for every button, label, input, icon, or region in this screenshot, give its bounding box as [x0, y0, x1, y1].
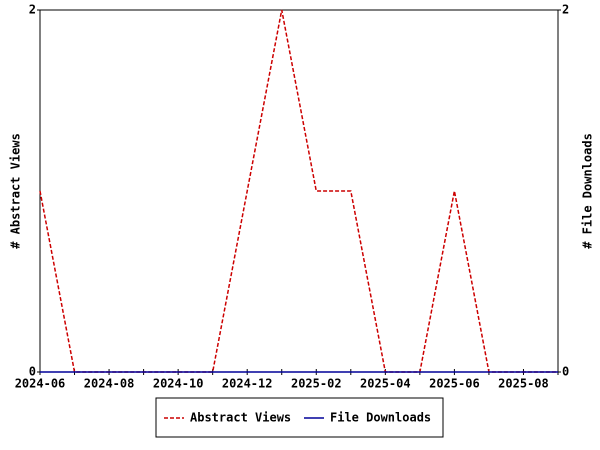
x-tick-label: 2025-02 — [291, 377, 342, 391]
x-tick-label: 2024-06 — [15, 377, 66, 391]
y-tick-label: 0 — [29, 365, 36, 379]
x-tick-label: 2024-10 — [153, 377, 204, 391]
legend — [155, 397, 444, 438]
x-tick-label: 2025-04 — [360, 377, 411, 391]
x-tick-label: 2025-06 — [429, 377, 480, 391]
y2-tick-label: 0 — [562, 365, 569, 379]
plot-frame — [39, 9, 559, 373]
y2-axis-label: # File Downloads — [581, 133, 595, 249]
y-tick-label: 2 — [29, 3, 36, 17]
series-line — [39, 9, 558, 373]
x-tick-label: 2025-08 — [498, 377, 549, 391]
y2-tick-label: 2 — [562, 3, 569, 17]
legend-label: File Downloads — [330, 411, 431, 425]
y-axis-label: # Abstract Views — [9, 133, 23, 249]
legend-label: Abstract Views — [190, 411, 291, 425]
x-tick-label: 2024-08 — [84, 377, 135, 391]
x-tick-label: 2024-12 — [222, 377, 273, 391]
